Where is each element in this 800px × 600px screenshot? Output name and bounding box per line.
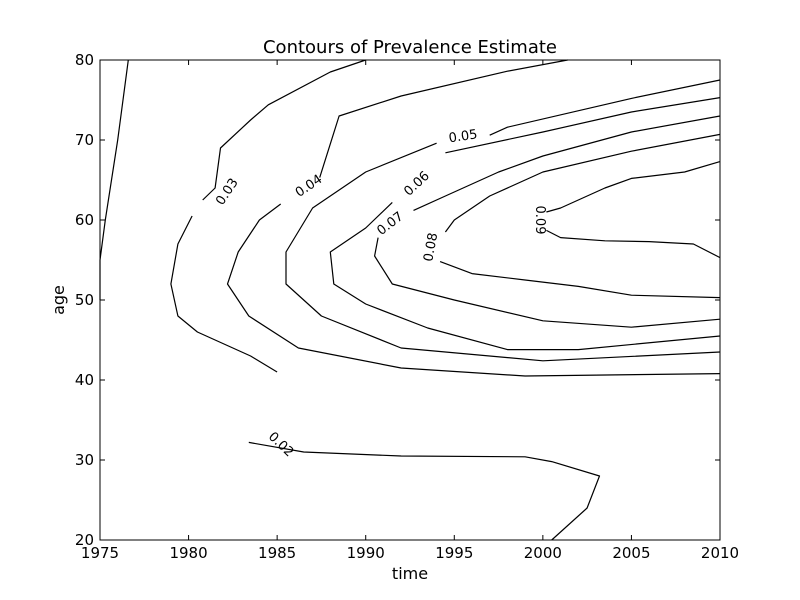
contour-line-0.06-1: [445, 97, 721, 154]
y-tick-label: 40: [75, 371, 94, 389]
contour-line-0.03-2: [170, 215, 278, 373]
y-tick-label: 80: [75, 51, 94, 69]
y-axis-ticks: 20 30 40 50 60 70 80: [75, 51, 720, 549]
x-axis-label: time: [392, 564, 428, 583]
contour-line-0.04-2: [226, 203, 721, 377]
contour-line-0.09-1: [546, 161, 721, 213]
contour-lines: [99, 59, 721, 541]
contour-line-0.05-2: [285, 142, 721, 362]
y-tick-label: 60: [75, 211, 94, 229]
contour-line-0.03-1: [202, 59, 366, 201]
contour-line-0.08-1: [444, 133, 721, 233]
x-tick-label: 2000: [524, 544, 562, 562]
contour-label-0.06: 0.06: [401, 169, 432, 200]
contour-line-0.02-2: [248, 441, 601, 541]
chart-title: Contours of Prevalence Estimate: [263, 37, 557, 58]
x-tick-label: 2005: [612, 544, 650, 562]
contour-label-0.09: 0.09: [532, 206, 547, 235]
contour-line-0.04-1: [319, 59, 568, 178]
contour-label-0.03: 0.03: [213, 176, 242, 208]
contour-line-0.05-1: [489, 79, 721, 136]
y-tick-label: 30: [75, 451, 94, 469]
plot-frame: [99, 59, 721, 541]
contour-line-0.06-2: [329, 201, 721, 351]
x-axis-ticks: 1975 1980 1985 1990 1995 2000 2005 2010: [81, 60, 739, 562]
x-tick-label: 2010: [701, 544, 739, 562]
x-tick-label: 1995: [435, 544, 473, 562]
contour-label-0.05: 0.05: [448, 127, 479, 146]
x-tick-label: 1990: [347, 544, 385, 562]
y-tick-label: 20: [75, 531, 94, 549]
y-axis-label: age: [49, 285, 68, 315]
contour-line-0.07-1: [413, 115, 721, 211]
contour-label-0.02: 0.02: [265, 429, 296, 460]
contour-labels: 0.020.03 0.040.050.060.070.080.09: [213, 127, 547, 460]
y-tick-label: 70: [75, 131, 94, 149]
contour-line-0.07-2: [374, 237, 721, 328]
contour-line-0.02-1: [99, 59, 129, 300]
contour-line-0.08-2: [439, 261, 721, 299]
y-tick-label: 50: [75, 291, 94, 309]
x-tick-label: 1985: [258, 544, 296, 562]
x-tick-label: 1975: [81, 544, 119, 562]
contour-line-0.09-2: [546, 229, 721, 259]
contour-label-0.07: 0.07: [374, 209, 406, 239]
contour-label-0.08: 0.08: [421, 232, 441, 263]
x-tick-label: 1980: [169, 544, 207, 562]
